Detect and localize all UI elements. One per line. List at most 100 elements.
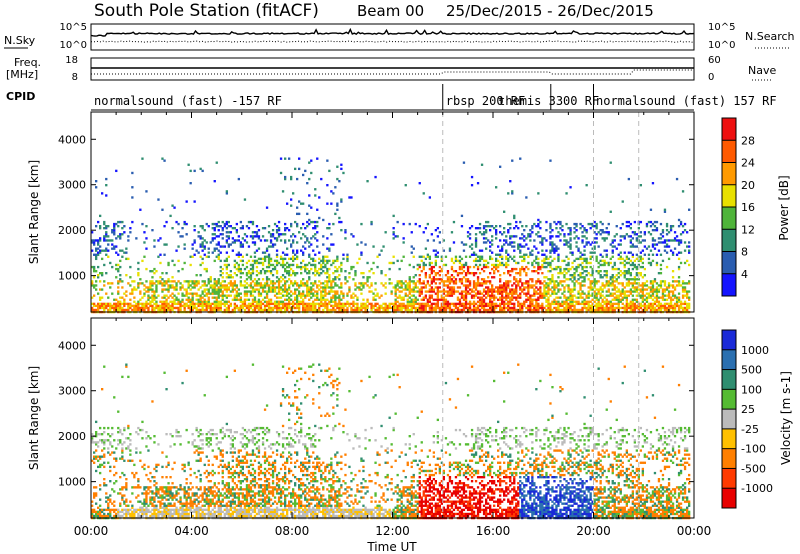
power-cell-3370 (527, 284, 530, 287)
power-cell-1261 (263, 284, 267, 287)
power-cell-775 (211, 302, 214, 306)
power-cell-1443 (281, 261, 285, 265)
power-cell-1027 (237, 267, 241, 271)
power-cell-609 (189, 300, 192, 303)
power-cell-3041 (493, 290, 496, 293)
power-cell-3904 (583, 276, 586, 279)
power-cell-4430 (637, 227, 641, 230)
power-cell-1172 (253, 284, 257, 287)
power-cell-3160 (505, 261, 508, 265)
power-cell-1279 (265, 290, 269, 293)
power-cell-1993 (338, 286, 341, 289)
power-cell-2742 (460, 278, 464, 281)
power-cell-3841 (577, 300, 580, 303)
power-cell-922 (225, 267, 229, 271)
power-cell-3759 (567, 227, 570, 230)
power-cell-1577 (296, 302, 299, 306)
power-cell-770 (209, 276, 212, 279)
power-cell-759 (207, 225, 210, 228)
power-cell-2882 (476, 290, 480, 293)
power-cell-2515 (430, 280, 434, 283)
power-cell-2613 (442, 282, 446, 285)
power-cell-735 (205, 292, 208, 295)
power-cell-3765 (569, 298, 572, 301)
power-cell-2482 (426, 253, 430, 256)
power-cell-542 (177, 259, 180, 263)
power-cell-3558 (547, 286, 550, 289)
power-cell-2247 (392, 261, 395, 265)
power-cell-907 (223, 225, 227, 228)
power-cell-4149 (609, 302, 612, 306)
power-cell-3573 (549, 282, 552, 285)
power-cell-37 (95, 253, 98, 256)
power-cell-807 (213, 233, 216, 236)
power-cell-950 (227, 245, 231, 248)
power-cell-1074 (243, 304, 247, 308)
power-cell-159 (113, 245, 116, 248)
power-cell-1321 (269, 290, 273, 293)
power-cell-1147 (251, 290, 255, 293)
power-cell-348 (147, 306, 150, 310)
power-cell-2449 (422, 267, 425, 271)
power-cell-257 (129, 298, 132, 301)
power-cell-2421 (418, 263, 421, 267)
power-cell-991 (233, 294, 237, 297)
power-cell-1909 (328, 247, 331, 250)
power-cell-2591 (440, 296, 444, 299)
power-cell-785 (211, 233, 214, 236)
power-cell-3606 (551, 247, 554, 250)
power-cell-3228 (511, 235, 514, 238)
power-cell-3324 (521, 237, 524, 240)
power-cell-2038 (344, 276, 347, 279)
power-cell-1409 (277, 229, 281, 232)
power-cell-2430 (420, 298, 423, 301)
power-cell-3965 (589, 251, 592, 254)
power-cell-1943 (332, 243, 335, 246)
power-cell-3316 (521, 288, 524, 291)
power-cell-1227 (259, 300, 263, 303)
power-cell-1042 (239, 296, 243, 299)
power-cell-836 (217, 300, 220, 303)
power-cell-2977 (487, 302, 490, 306)
power-cell-3585 (549, 237, 552, 240)
power-cell-295 (137, 286, 140, 289)
power-cell-2679 (452, 308, 456, 312)
power-cell-1879 (326, 284, 329, 287)
power-cell-3462 (537, 272, 540, 275)
power-cell-2486 (428, 308, 432, 312)
power-cell-1813 (318, 251, 321, 254)
power-cell-4743 (675, 239, 679, 242)
power-cell-2715 (456, 259, 460, 263)
power-cell-2870 (474, 243, 478, 246)
power-cell-4254 (621, 302, 624, 306)
power-cell-4806 (683, 241, 687, 244)
power-cell-323 (143, 306, 146, 310)
power-cell-3506 (541, 243, 544, 246)
power-cell-4638 (661, 229, 665, 232)
power-cell-2478 (426, 290, 430, 293)
power-cell-3395 (529, 233, 532, 236)
power-cell-1200 (255, 231, 259, 234)
power-cell-2704 (454, 255, 458, 258)
power-cell-3199 (509, 290, 512, 293)
power-cell-2877 (476, 306, 480, 310)
power-cell-4062 (599, 274, 602, 277)
power-cell-2559 (436, 298, 440, 301)
power-cell-2148 (366, 278, 369, 281)
power-cell-1945 (332, 192, 335, 195)
power-cell-4154 (609, 282, 612, 285)
power-cell-487 (167, 261, 170, 265)
power-cell-2845 (472, 284, 476, 287)
power-cell-1363 (273, 265, 277, 269)
power-cell-4047 (597, 265, 600, 269)
power-cell-4482 (643, 282, 647, 285)
power-cell-1304 (267, 270, 271, 273)
date-range-title: 25/Dec/2015 - 26/Dec/2015 (446, 2, 654, 20)
power-cell-3154 (505, 286, 508, 289)
power-cell-887 (221, 267, 224, 271)
power-cell-435 (161, 300, 164, 303)
power-cell-2170 (372, 298, 375, 301)
power-cell-3757 (567, 241, 570, 244)
power-cell-2811 (468, 288, 472, 291)
power-cell-72 (99, 239, 102, 242)
